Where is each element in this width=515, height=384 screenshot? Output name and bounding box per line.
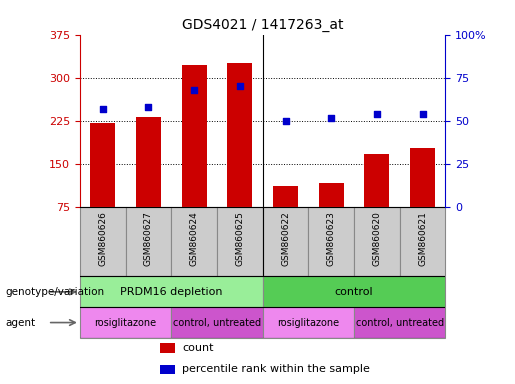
Text: GSM860624: GSM860624 [190,211,199,266]
Point [419,111,427,117]
Text: GSM860625: GSM860625 [235,211,244,266]
Bar [400,207,445,276]
Text: GSM860621: GSM860621 [418,211,427,266]
Bar [80,307,171,338]
Point [98,106,107,112]
Text: PRDM16 depletion: PRDM16 depletion [120,287,222,297]
Text: GSM860622: GSM860622 [281,211,290,266]
Point [236,83,244,89]
Bar [364,154,389,207]
Bar [160,364,175,374]
Point [144,104,152,110]
Point [281,118,289,124]
Point [327,114,335,121]
Point [190,87,198,93]
Bar [227,63,252,207]
Bar [263,276,445,307]
Text: control: control [335,287,373,297]
Text: control, untreated: control, untreated [356,318,444,328]
Text: GSM860626: GSM860626 [98,211,107,266]
Text: GSM860620: GSM860620 [372,211,382,266]
Text: agent: agent [5,318,35,328]
Bar [308,207,354,276]
Text: count: count [182,343,214,353]
Text: GSM860623: GSM860623 [327,211,336,266]
Bar [354,307,445,338]
Bar [90,123,115,207]
Bar [410,148,435,207]
Text: rosiglitazone: rosiglitazone [94,318,157,328]
Text: genotype/variation: genotype/variation [5,287,104,297]
Bar [354,207,400,276]
Bar [181,65,207,207]
Text: control, untreated: control, untreated [173,318,261,328]
Bar [80,207,126,276]
Bar [217,207,263,276]
Title: GDS4021 / 1417263_at: GDS4021 / 1417263_at [182,18,344,32]
Text: rosiglitazone: rosiglitazone [277,318,339,328]
Bar [160,343,175,353]
Text: percentile rank within the sample: percentile rank within the sample [182,364,370,374]
Bar [273,186,298,207]
Bar [126,207,171,276]
Bar [171,307,263,338]
Bar [319,183,344,207]
Bar [136,117,161,207]
Bar [171,207,217,276]
Bar [80,276,263,307]
Point [373,111,381,117]
Text: GSM860627: GSM860627 [144,211,153,266]
Bar [263,307,354,338]
Bar [263,207,308,276]
